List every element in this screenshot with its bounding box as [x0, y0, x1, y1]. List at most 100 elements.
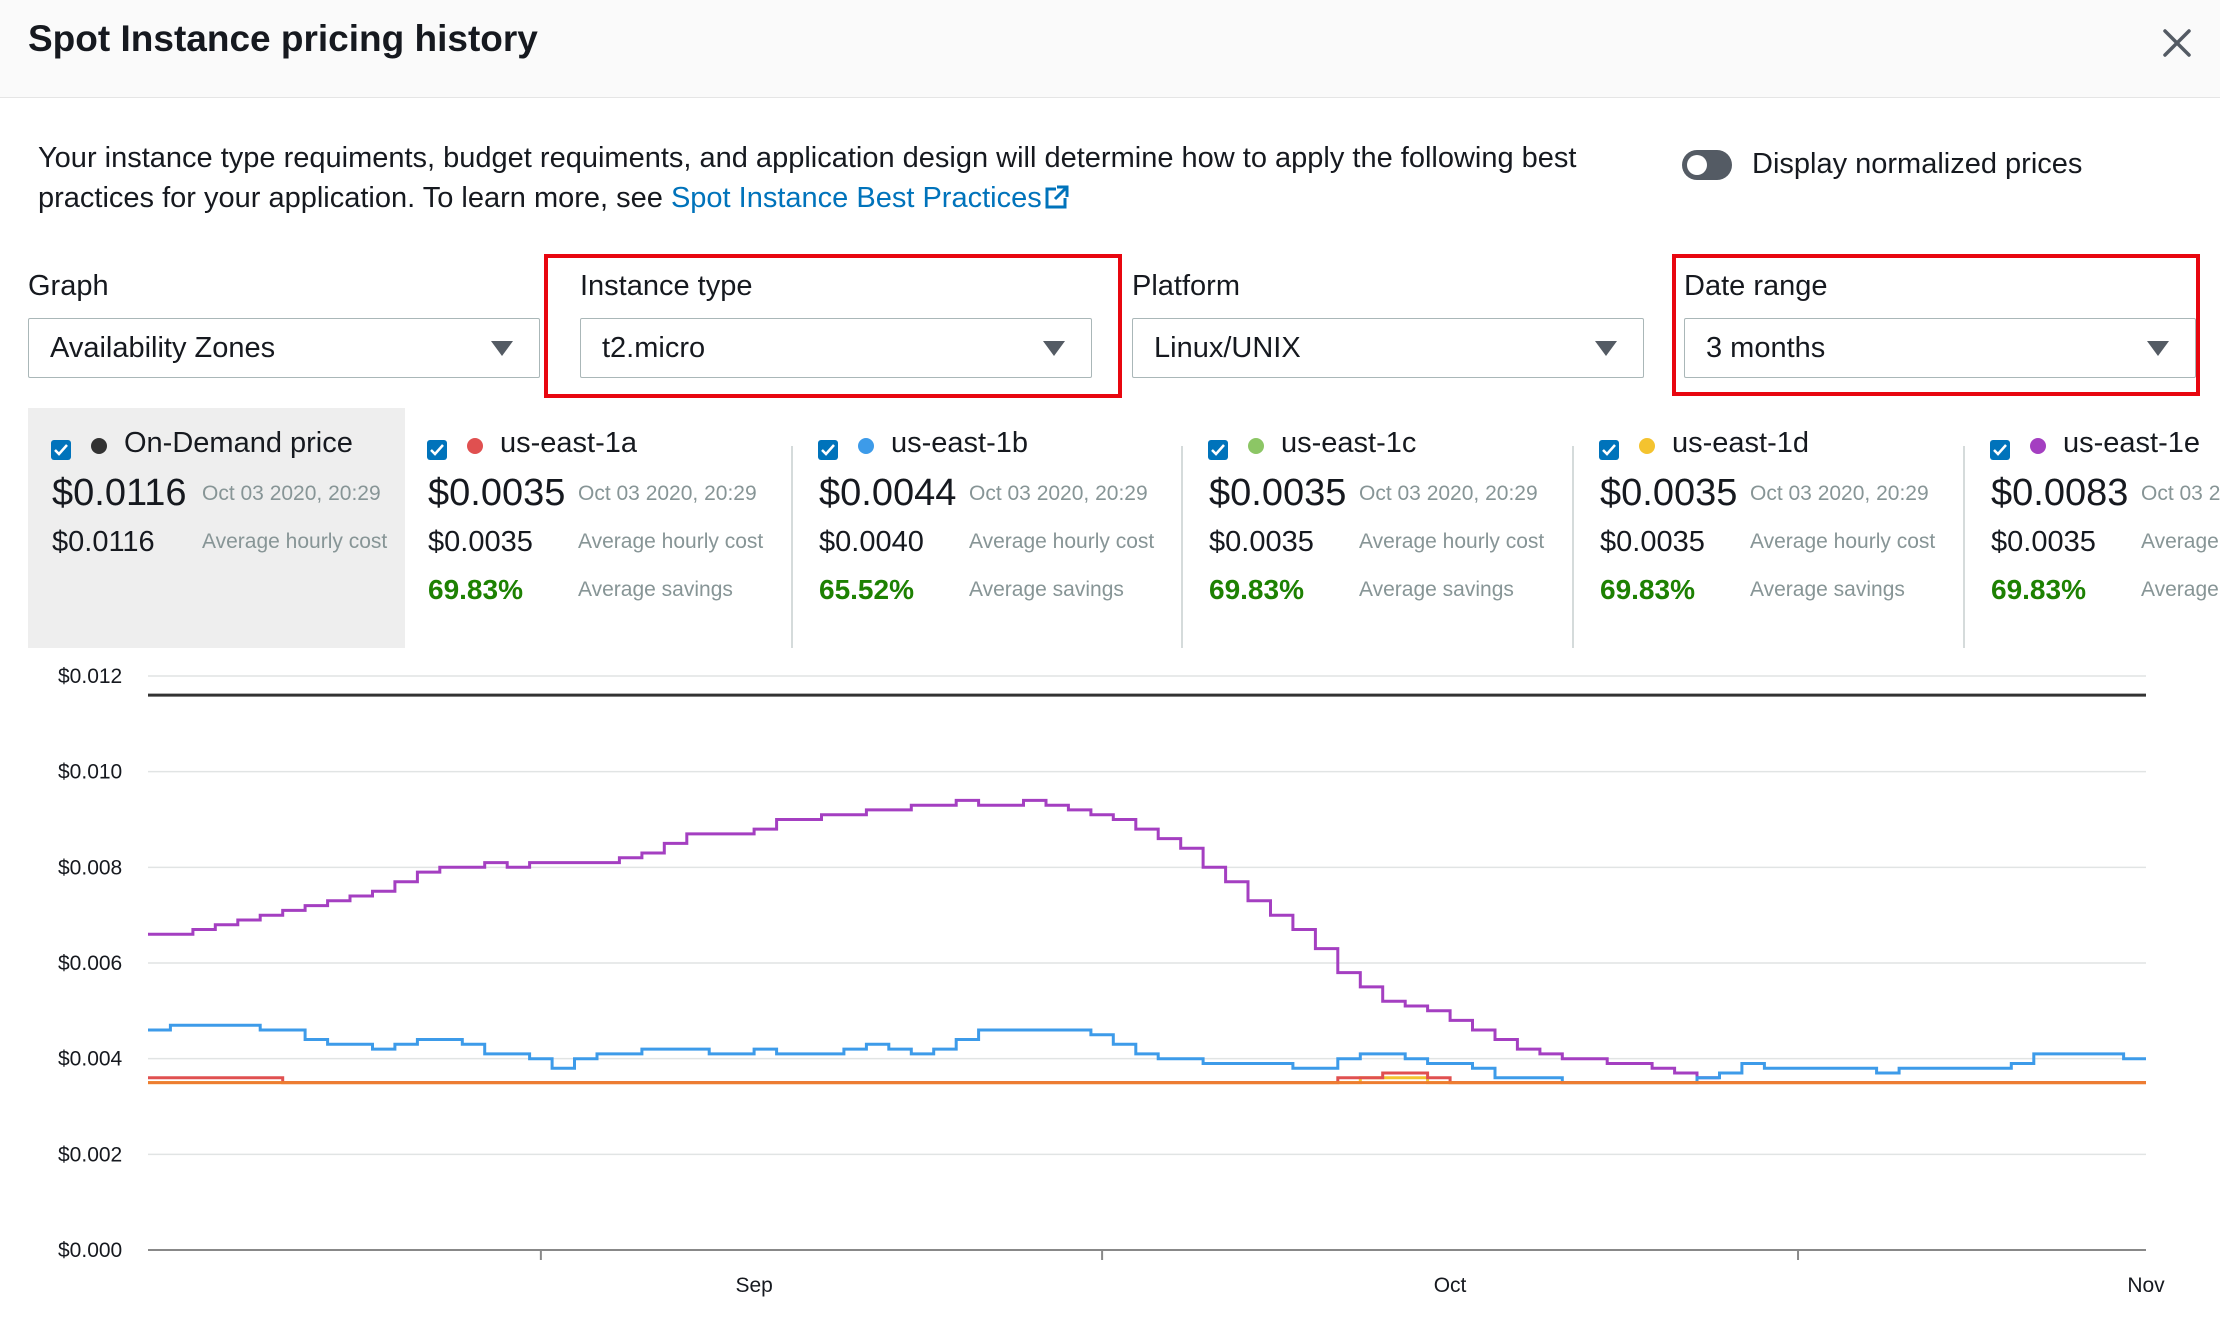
caret-down-icon [1043, 341, 1065, 356]
platform-select-value: Linux/UNIX [1154, 332, 1301, 364]
card-divider [1572, 446, 1574, 648]
y-tick-label: $0.012 [58, 665, 122, 688]
card-zone-name: us-east-1d [1672, 427, 1810, 459]
card-divider [1963, 446, 1965, 648]
modal-title: Spot Instance pricing history [28, 18, 538, 59]
card-savings: 65.52% [819, 574, 914, 605]
instance-type-select-value: t2.micro [602, 332, 706, 364]
price-cards: On-Demand price $0.0116 Oct 03 2020, 20:… [28, 408, 2220, 648]
y-tick-label: $0.006 [58, 952, 122, 975]
card-divider [1181, 446, 1183, 648]
pricing-history-chart: $0.000 $0.002 $0.004 $0.006 $0.008 $0.010 $0.0… [58, 665, 2165, 1297]
caret-down-icon [2147, 341, 2169, 356]
series-line-us-east-1b [148, 1023, 2146, 1085]
series-dot-icon [467, 438, 483, 454]
modal-header: Spot Instance pricing history [0, 0, 2220, 98]
card-savings-label: Average savings [1750, 578, 1905, 601]
graph-select[interactable]: Availability Zones [28, 318, 540, 378]
y-tick-label: $0.008 [58, 856, 122, 879]
checkbox[interactable] [1990, 440, 2010, 460]
best-practices-link[interactable]: Spot Instance Best Practices [670, 182, 1042, 214]
card-price-date: Oct 03 2020, 20:29 [1359, 482, 1538, 505]
instance-type-select[interactable]: t2.micro [580, 318, 1092, 378]
card-zone-name: On-Demand price [124, 427, 353, 459]
card-avg-cost-label: Average hourly cost [969, 530, 1155, 553]
external-link-icon[interactable] [1044, 181, 1070, 221]
check-icon [430, 444, 444, 456]
card-savings-label: Average savings [969, 578, 1124, 601]
caret-down-icon [491, 341, 513, 356]
platform-select[interactable]: Linux/UNIX [1132, 318, 1644, 378]
y-tick-label: $0.002 [58, 1143, 122, 1166]
checkbox[interactable] [427, 440, 447, 460]
normalized-prices-toggle-group: Display normalized prices [1682, 148, 2082, 181]
card-avg-cost: $0.0035 [428, 526, 533, 558]
checkbox[interactable] [818, 440, 838, 460]
series-dot-icon [91, 438, 107, 454]
y-tick-label: $0.004 [58, 1048, 123, 1071]
instance-type-highlight [544, 254, 1122, 398]
card-price: $0.0083 [1991, 472, 2129, 514]
series-line-us-east-1e [148, 798, 1720, 1080]
close-icon [2163, 29, 2191, 57]
card-avg-cost-label: Average hourly cost [1750, 530, 1936, 553]
card-price: $0.0035 [1600, 472, 1738, 514]
checkbox[interactable] [51, 440, 71, 460]
price-card-us-east-1c[interactable]: us-east-1c $0.0035 Oct 03 2020, 20:29 $0… [1185, 408, 1575, 648]
graph-select-value: Availability Zones [50, 332, 276, 364]
checkbox[interactable] [1599, 440, 1619, 460]
price-card-us-east-1e[interactable]: us-east-1e $0.0083 Oct 03 2020, 20:29 $0… [1967, 408, 2220, 648]
card-price-date: Oct 03 2020, 20:29 [578, 482, 757, 505]
x-tick-label: Oct [1434, 1274, 1467, 1297]
card-price: $0.0116 [52, 472, 187, 514]
check-icon [1602, 444, 1616, 456]
card-price-date: Oct 03 2020, 20:29 [1750, 482, 1929, 505]
toggle-knob [1687, 154, 1707, 175]
date-range-label: Date range [1684, 270, 1828, 302]
card-divider [791, 446, 793, 648]
card-zone-name: us-east-1e [2063, 427, 2201, 459]
card-price-date: Oct 03 2020, 20:29 [202, 482, 381, 505]
card-savings: 69.83% [1600, 574, 1695, 605]
date-range-select[interactable]: 3 months [1684, 318, 2196, 378]
card-price: $0.0035 [428, 472, 566, 514]
card-avg-cost-label: Average hourly cost [2141, 530, 2220, 553]
normalized-prices-toggle[interactable] [1682, 149, 1732, 180]
check-icon [1211, 444, 1225, 456]
caret-down-icon [1595, 341, 1617, 356]
card-price: $0.0035 [1209, 472, 1347, 514]
instance-type-label: Instance type [580, 270, 753, 302]
card-savings-label: Average savings [2141, 578, 2220, 601]
check-icon [821, 444, 835, 456]
date-range-highlight [1672, 254, 2200, 396]
intro-body: Your instance type requiments, budget re… [38, 142, 1577, 214]
graph-label: Graph [28, 270, 109, 302]
card-zone-name: us-east-1a [500, 427, 638, 459]
platform-label: Platform [1132, 270, 1240, 302]
x-tick-label: Sep [735, 1274, 772, 1297]
card-avg-cost: $0.0035 [1991, 526, 2096, 558]
series-dot-icon [1639, 438, 1655, 454]
card-zone-name: us-east-1b [891, 427, 1029, 459]
checkbox[interactable] [1208, 440, 1228, 460]
card-avg-cost: $0.0040 [819, 526, 924, 558]
date-range-select-value: 3 months [1706, 332, 1826, 364]
y-tick-label: $0.010 [58, 761, 122, 784]
intro-text: Your instance type requiments, budget re… [38, 138, 1638, 221]
x-tick-label: Nov [2127, 1274, 2165, 1297]
price-card-on-demand[interactable]: On-Demand price $0.0116 Oct 03 2020, 20:… [28, 408, 405, 648]
card-avg-cost-label: Average hourly cost [202, 530, 388, 553]
card-avg-cost: $0.0035 [1600, 526, 1705, 558]
price-card-us-east-1a[interactable]: us-east-1a $0.0035 Oct 03 2020, 20:29 $0… [404, 408, 794, 648]
close-button[interactable] [2150, 16, 2204, 70]
card-savings: 69.83% [428, 574, 523, 605]
series-dot-icon [2030, 438, 2046, 454]
card-savings: 69.83% [1991, 574, 2086, 605]
check-icon [1993, 444, 2007, 456]
price-card-us-east-1d[interactable]: us-east-1d $0.0035 Oct 03 2020, 20:29 $0… [1576, 408, 1966, 648]
price-card-us-east-1b[interactable]: us-east-1b $0.0044 Oct 03 2020, 20:29 $0… [795, 408, 1185, 648]
card-avg-cost: $0.0035 [1209, 526, 1314, 558]
series-dot-icon [858, 438, 874, 454]
normalized-prices-label: Display normalized prices [1752, 148, 2083, 180]
card-price-date: Oct 03 2020, 20:29 [969, 482, 1148, 505]
